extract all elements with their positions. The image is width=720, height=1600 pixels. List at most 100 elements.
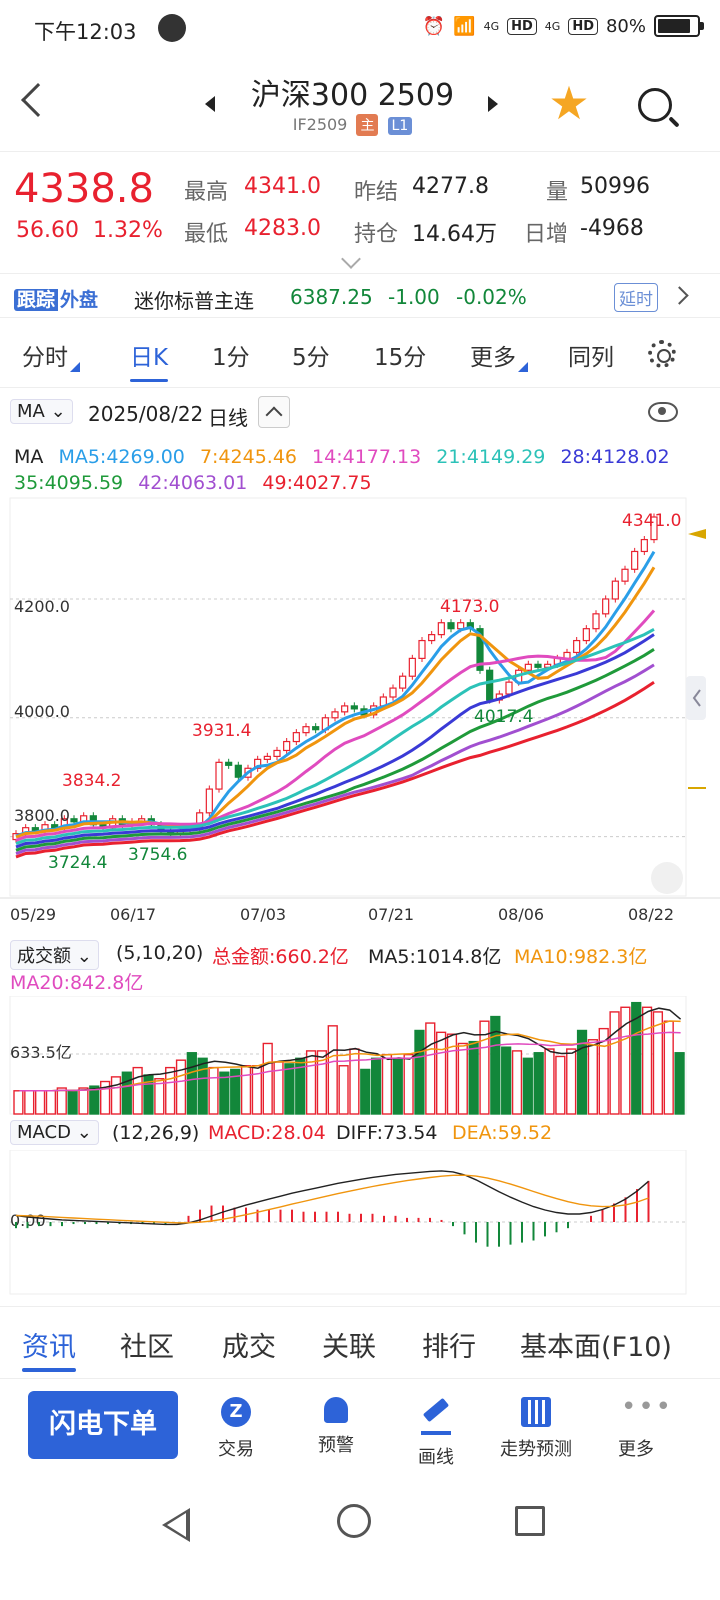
tab-related[interactable]: 关联 <box>322 1332 376 1363</box>
tracking-bar[interactable]: 跟踪 外盘 迷你标普主连 6387.25 -1.00 -0.02% 延时 <box>0 276 720 318</box>
more-label: 更多 <box>618 1439 654 1460</box>
macd-select[interactable]: MACD ⌄ <box>10 1120 99 1145</box>
turnover-bar <box>121 1071 132 1115</box>
candle <box>399 675 407 689</box>
low-value: 4283.0 <box>244 216 321 241</box>
chevron-right-icon[interactable] <box>670 286 689 305</box>
turnover-bar <box>392 1057 403 1115</box>
turnover-bar <box>403 1053 414 1115</box>
tab-daily-k[interactable]: 日K <box>130 338 169 382</box>
back-icon[interactable] <box>21 83 55 117</box>
tab-ranking[interactable]: 排行 <box>422 1332 476 1363</box>
annot-3931: 3931.4 <box>192 721 251 741</box>
ma35-value: 35:4095.59 <box>14 472 124 494</box>
turnover-bar <box>360 1068 371 1115</box>
tab-trades[interactable]: 成交 <box>222 1332 276 1363</box>
trend-forecast-label: 走势预测 <box>500 1439 572 1460</box>
turnover-bar <box>327 1025 338 1115</box>
turnover-bar <box>631 1001 642 1115</box>
tab-5min[interactable]: 5分 <box>292 345 330 371</box>
eye-icon[interactable] <box>648 402 678 422</box>
tab-timeshare[interactable]: 分时 <box>22 338 80 372</box>
candle <box>341 705 349 713</box>
macd-bars <box>15 1170 650 1247</box>
nav-back-icon[interactable] <box>162 1508 190 1542</box>
turnover-bar <box>338 1065 349 1115</box>
tab-fundamentals[interactable]: 基本面(F10) <box>520 1332 672 1363</box>
turnover-select[interactable]: 成交额 ⌄ <box>10 940 99 970</box>
macd-chart[interactable]: 0.00 <box>0 1150 720 1296</box>
candle <box>592 613 600 630</box>
collapse-button[interactable] <box>258 396 290 428</box>
turnover-bar <box>522 1057 533 1115</box>
volume-value: 50996 <box>580 174 650 199</box>
prev-settle-label: 昨结 <box>354 180 399 205</box>
trend-forecast-button[interactable]: 走势预测 <box>486 1397 586 1461</box>
turnover-bar <box>414 1029 425 1115</box>
more-button[interactable]: ••• 更多 <box>586 1394 686 1461</box>
ma14-value: 14:4177.13 <box>312 446 422 468</box>
prev-contract-icon[interactable] <box>205 96 215 112</box>
candle <box>602 598 610 615</box>
tab-same-column[interactable]: 同列 <box>568 345 614 371</box>
nav-recent-icon[interactable] <box>515 1506 545 1536</box>
tab-community[interactable]: 社区 <box>120 1332 174 1363</box>
draw-button[interactable]: 画线 <box>386 1397 486 1469</box>
search-icon[interactable] <box>638 88 672 122</box>
alert-label: 预警 <box>318 1435 354 1456</box>
alert-button[interactable]: 预警 <box>286 1397 386 1457</box>
indicator-select[interactable]: MA ⌄ <box>10 399 73 424</box>
tab-more[interactable]: 更多 <box>470 338 528 372</box>
gear-icon[interactable] <box>648 340 676 368</box>
favorite-star-icon[interactable]: ★ <box>548 76 590 130</box>
flash-order-button[interactable]: 闪电下单 <box>28 1391 178 1459</box>
ma-values-line1: MA MA5:4269.00 7:4245.46 14:4177.13 21:4… <box>14 446 679 468</box>
tracking-badge-2: 外盘 <box>60 289 99 311</box>
trade-button[interactable]: Z 交易 <box>186 1397 286 1461</box>
contract-code: IF2509 <box>292 115 348 134</box>
candle <box>486 669 494 701</box>
turnover-bar <box>663 1020 674 1115</box>
tracking-price: 6387.25 <box>290 285 373 309</box>
network-label-2: 4G <box>544 19 561 33</box>
side-panel-handle[interactable] <box>686 676 706 720</box>
y-tick-4000: 4000.0 <box>14 702 70 721</box>
turnover-bar <box>110 1076 122 1115</box>
ma49-value: 49:4027.75 <box>262 472 372 494</box>
turnover-bar <box>533 1052 544 1115</box>
header: 沪深300 2509 IF2509 主 L1 ★ <box>0 58 720 152</box>
candle <box>254 758 262 769</box>
tracking-badge-1: 跟踪 <box>14 289 59 311</box>
tracking-change-percent: -0.02% <box>456 285 527 309</box>
fullscreen-icon[interactable] <box>651 862 683 894</box>
turnover-bar <box>349 1048 360 1115</box>
turnover-ma10: MA10:982.3亿 <box>514 946 648 968</box>
tab-15min[interactable]: 15分 <box>374 345 427 371</box>
turnover-bar <box>501 1046 512 1115</box>
turnover-bar <box>45 1090 57 1115</box>
daily-increase-label: 日增 <box>524 222 569 247</box>
level1-tag: L1 <box>387 117 413 135</box>
turnover-bar <box>544 1048 555 1115</box>
next-contract-icon[interactable] <box>488 96 498 112</box>
tab-news[interactable]: 资讯 <box>22 1325 76 1372</box>
tab-1min[interactable]: 1分 <box>212 345 250 371</box>
candle <box>457 622 465 630</box>
turnover-bar <box>598 1027 609 1115</box>
turnover-chart[interactable]: 633.5亿 <box>0 996 720 1116</box>
bottom-toolbar: 闪电下单 Z 交易 预警 画线 走势预测 ••• 更多 <box>0 1378 720 1478</box>
turnover-bar <box>67 1091 78 1115</box>
ma7-line <box>15 566 656 839</box>
turnover-bar <box>240 1065 252 1115</box>
bell-icon <box>324 1397 348 1423</box>
nav-home-icon[interactable] <box>337 1504 371 1538</box>
candle <box>534 663 542 668</box>
kline-chart[interactable]: 4200.0 4000.0 3800.0 4341.0 4173.0 3931.… <box>0 496 720 936</box>
turnover-bar <box>620 1006 631 1115</box>
turnover-bar <box>230 1068 241 1115</box>
candle <box>283 740 291 752</box>
hd-badge: HD <box>507 17 537 35</box>
expand-chevron-icon[interactable] <box>341 249 361 269</box>
turnover-ma5-line <box>19 1007 682 1092</box>
x-tick-4: 08/06 <box>498 905 544 924</box>
